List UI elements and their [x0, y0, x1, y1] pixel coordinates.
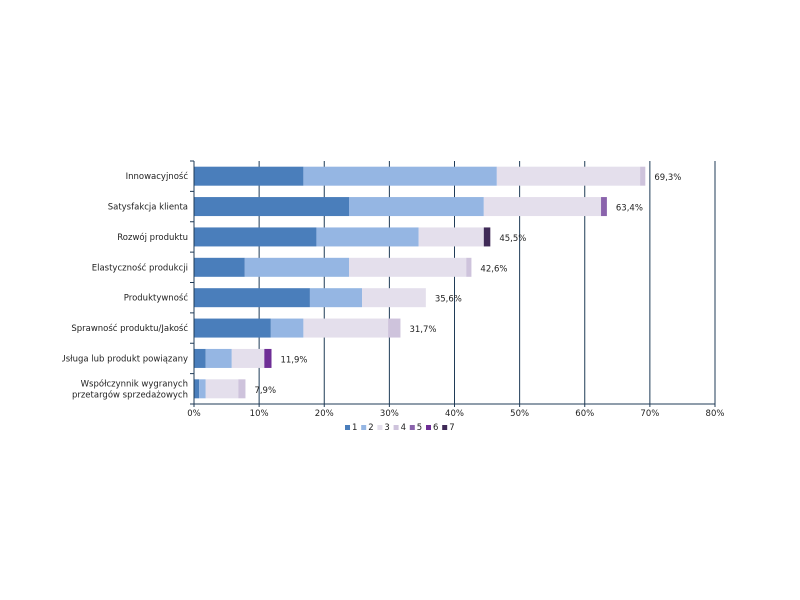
x-tick-label: 40%	[445, 409, 464, 419]
x-tick-label: 0%	[187, 409, 201, 419]
legend-swatch	[442, 425, 448, 430]
bar-segment	[194, 197, 349, 217]
bar-segment	[199, 379, 206, 399]
bar-segment	[194, 379, 200, 399]
bar-segment	[231, 348, 265, 368]
bar-segment	[466, 257, 472, 277]
legend-label: 1	[352, 423, 357, 433]
legend-swatch	[345, 425, 350, 430]
bar-segment	[194, 227, 317, 247]
bar-segment	[205, 348, 232, 368]
bar-segment	[194, 166, 304, 186]
x-tick-label: 50%	[510, 409, 529, 419]
bar-segment	[270, 318, 304, 338]
x-tick-label: 80%	[706, 409, 725, 419]
x-tick-label: 20%	[315, 409, 334, 419]
stacked-bar-chart: 69,3% Innowacyjność 63,4% Satysfakcja klien…	[60, 160, 725, 433]
legend-swatch	[426, 425, 431, 430]
bar-segment	[264, 348, 272, 368]
legend-label: 5	[417, 423, 422, 433]
bar-segment	[194, 288, 310, 308]
legend-swatch	[409, 425, 415, 430]
bar-segment	[483, 197, 602, 217]
chart-panel: 69,3% Innowacyjność 63,4% Satysfakcja klien…	[60, 136, 736, 440]
legend-label: 2	[368, 423, 373, 433]
bar-segment	[194, 257, 245, 277]
bar-segment	[388, 318, 401, 338]
bar-segment	[238, 379, 246, 399]
total-label: 63,4%	[616, 204, 643, 214]
legend-label: 6	[433, 423, 438, 433]
bar-segment	[205, 379, 239, 399]
bar-segment	[244, 257, 349, 277]
bar-segment	[601, 197, 607, 217]
total-label: 31,7%	[409, 325, 436, 335]
category-label: Sprawność produktu/Jakość	[71, 323, 188, 334]
category-label: Rozwój produktu	[117, 232, 188, 243]
legend-label: 3	[384, 423, 389, 433]
x-tick-label: 30%	[380, 409, 399, 419]
bar-segment	[496, 166, 641, 186]
bar-segment	[303, 166, 497, 186]
legend-label: 4	[401, 423, 406, 433]
x-tick-label: 60%	[575, 409, 594, 419]
legend-label: 7	[449, 423, 454, 433]
category-label: przetargów sprzedażowych	[72, 389, 188, 400]
bar-segment	[640, 166, 646, 186]
total-label: 42,6%	[480, 264, 507, 274]
bar-segment	[194, 348, 206, 368]
category-label: Produktywność	[124, 293, 189, 304]
total-label: 7,9%	[254, 386, 276, 396]
bar-segment	[309, 288, 363, 308]
bar-segment	[362, 288, 426, 308]
total-label: 35,6%	[435, 295, 462, 305]
bar-segment	[418, 227, 484, 247]
bar-segment	[348, 197, 484, 217]
bar-segment	[348, 257, 467, 277]
total-label: 69,3%	[654, 173, 681, 183]
total-label: 11,9%	[280, 355, 307, 365]
category-label: Współczynnik wygranych	[81, 378, 188, 389]
legend-swatch	[361, 425, 367, 430]
category-label: Satysfakcja klienta	[108, 203, 188, 213]
bar-segment	[303, 318, 389, 338]
bar-segment	[194, 318, 271, 338]
category-label: Innowacyjność	[126, 171, 189, 182]
bar-segment	[483, 227, 491, 247]
total-label: 45,5%	[499, 234, 526, 244]
category-label: Usługa lub produkt powiązany	[62, 354, 188, 364]
bar-segment	[316, 227, 419, 247]
legend-swatch	[393, 425, 399, 430]
x-tick-label: 70%	[640, 409, 659, 419]
x-tick-label: 10%	[250, 409, 269, 419]
category-label: Elastyczność produkcji	[92, 262, 188, 273]
legend-swatch	[377, 425, 383, 430]
